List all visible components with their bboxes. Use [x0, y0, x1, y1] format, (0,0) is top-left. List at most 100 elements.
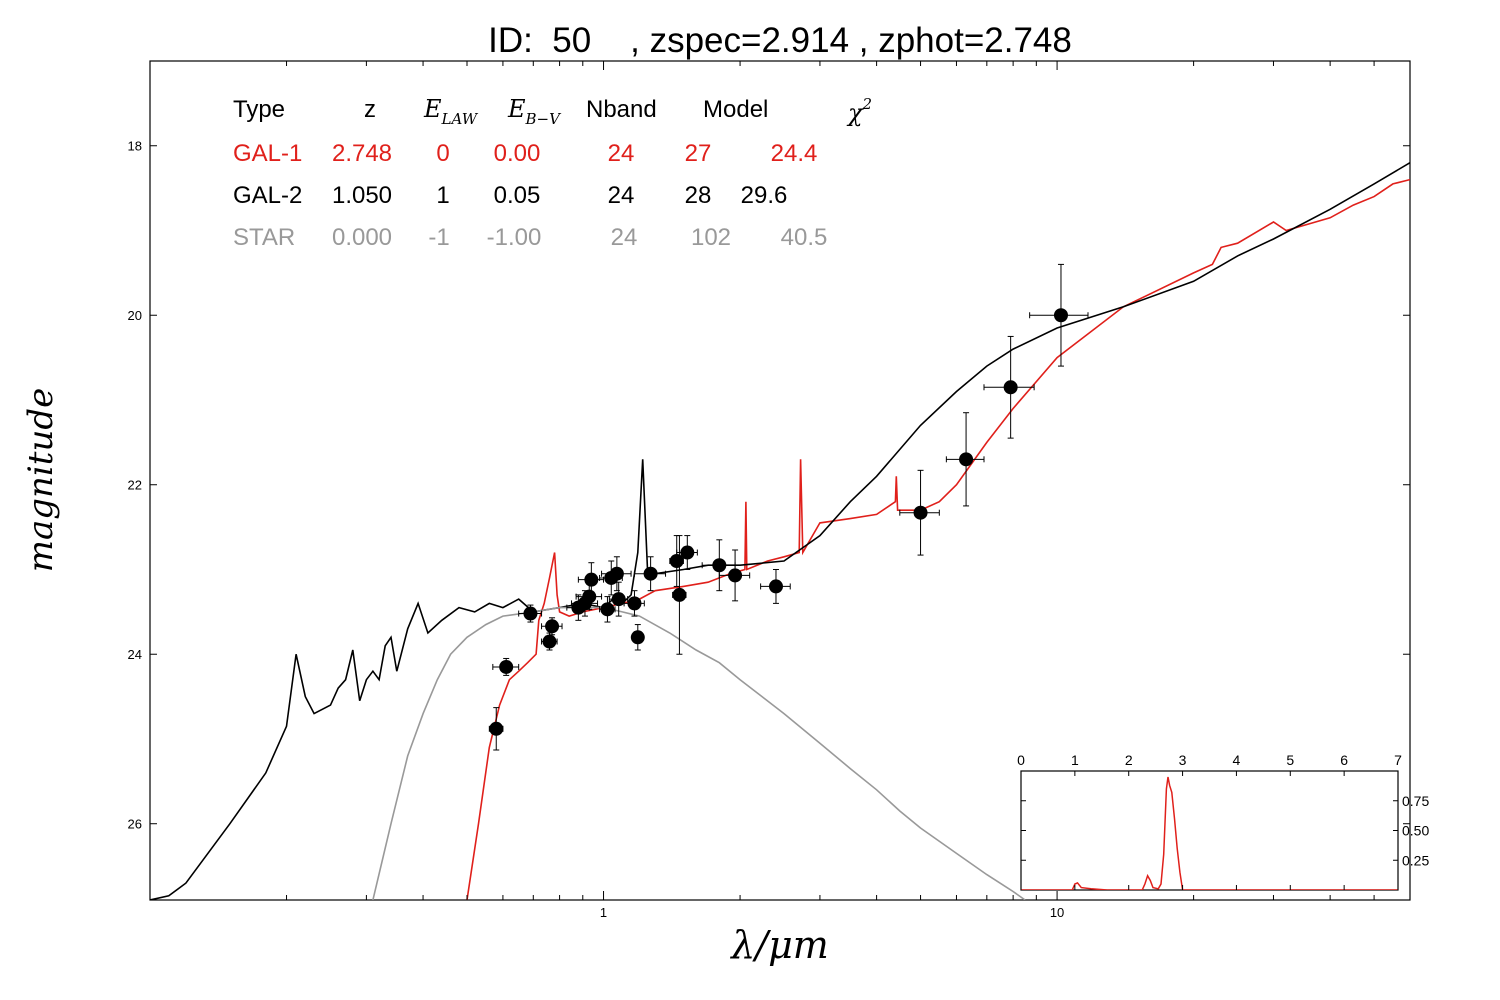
y-axis-label: magnitude: [21, 388, 61, 573]
observation-point: [672, 535, 687, 655]
inset-x-tick-label: 0: [1017, 752, 1025, 768]
legend-header-z: z: [364, 96, 376, 123]
observations-group: [488, 263, 1089, 751]
observation-point: [623, 590, 645, 617]
inset-x-tick-label: 1: [1071, 752, 1079, 768]
observation-point: [701, 539, 736, 592]
data-point: [643, 566, 658, 581]
legend-cell: 24: [608, 140, 635, 167]
legend-cell: 0.00: [494, 140, 541, 167]
legend-header-model: Model: [703, 96, 768, 123]
data-point: [913, 505, 928, 520]
data-point: [672, 587, 687, 602]
legend-cell: 1: [436, 182, 449, 209]
series-line-star: [372, 606, 1026, 900]
legend-cell: 27: [685, 140, 712, 167]
legend-cell: 28: [685, 182, 712, 209]
inset-x-tick-label: 7: [1394, 752, 1402, 768]
data-point: [669, 554, 684, 569]
observation-point: [601, 556, 632, 592]
legend-cell: 24: [608, 182, 635, 209]
data-point: [545, 619, 560, 634]
inset-x-tick-label: 3: [1179, 752, 1187, 768]
legend-cell: 29.6: [741, 182, 788, 209]
legend-cell: 0: [436, 140, 449, 167]
x-tick-label: 1: [600, 905, 607, 920]
pz-line: [1021, 776, 1398, 890]
legend-cell: 40.5: [781, 224, 828, 251]
legend-cell: 1.050: [332, 182, 392, 209]
inset-y-tick-label: 0.75: [1402, 793, 1429, 809]
inset-plot-area: [1020, 770, 1399, 891]
observation-point: [1029, 263, 1089, 367]
data-point: [959, 452, 974, 467]
observation-point: [488, 707, 504, 751]
legend-cell: -1.00: [487, 224, 542, 251]
data-point: [489, 721, 504, 736]
observation-point: [541, 632, 558, 651]
data-point: [611, 592, 626, 607]
observation-point: [633, 556, 667, 592]
series-line-gal-1: [466, 178, 1410, 900]
data-point: [584, 572, 599, 587]
legend-cell: -1: [428, 224, 449, 251]
legend-table: Type z ELAW EB−V Nband Model χ2 GAL-1 2.7…: [233, 95, 872, 251]
y-tick-label: 18: [128, 139, 142, 154]
data-point: [680, 545, 695, 560]
legend-header-type: Type: [233, 96, 285, 123]
y-tick-label: 20: [128, 308, 142, 323]
data-point: [627, 596, 642, 611]
legend-header-nband: Nband: [586, 96, 657, 123]
legend-header-chi2: χ2: [846, 95, 872, 127]
observation-point: [676, 535, 698, 570]
legend-cell: 24.4: [771, 140, 818, 167]
data-point: [1003, 380, 1018, 395]
data-point: [768, 579, 783, 594]
observation-point: [541, 617, 563, 636]
inset-axes-ticks: 0 1 2 3 4 5 6 7 0.25 0.50 0.75: [1017, 752, 1429, 890]
chart-title: ID: 50 , zspec=2.914 , zphot=2.748: [488, 21, 1072, 60]
data-point: [630, 630, 645, 645]
inset-x-tick-label: 2: [1125, 752, 1133, 768]
y-tick-label: 24: [128, 647, 142, 662]
x-tick-label: 10: [1050, 905, 1064, 920]
legend-cell: 102: [691, 224, 731, 251]
legend-cell: GAL-1: [233, 140, 302, 167]
legend-cell: 24: [611, 224, 638, 251]
legend-cell: 2.748: [332, 140, 392, 167]
legend-rows: GAL-1 2.748 0 0.00 24 27 24.4 GAL-2 1.050 1 0.05 24…: [233, 140, 827, 251]
observation-point: [630, 624, 645, 651]
legend-cell: 0.000: [332, 224, 392, 251]
inset-series-group: [1021, 776, 1398, 890]
y-tick-label: 26: [128, 817, 142, 832]
data-point: [523, 606, 538, 621]
observation-point: [608, 581, 629, 617]
legend-cell: STAR: [233, 224, 295, 251]
data-point: [712, 558, 727, 573]
data-point: [609, 566, 624, 581]
data-point: [1053, 308, 1068, 323]
observation-point: [518, 604, 543, 623]
legend-cell: 0.05: [494, 182, 541, 209]
inset-y-tick-label: 0.50: [1402, 823, 1429, 839]
observation-point: [760, 568, 791, 604]
inset-x-tick-label: 6: [1340, 752, 1348, 768]
inset-x-tick-label: 5: [1286, 752, 1294, 768]
data-point: [728, 568, 743, 583]
plot-area: [149, 60, 1411, 901]
observation-point: [669, 535, 684, 587]
observation-point: [492, 657, 520, 676]
y-tick-label: 22: [128, 478, 142, 493]
legend-cell: GAL-2: [233, 182, 302, 209]
observation-point: [945, 412, 985, 507]
observation-point: [983, 335, 1035, 439]
inset-x-tick-label: 4: [1233, 752, 1241, 768]
data-point: [542, 634, 557, 649]
x-axis-label: λ/μm: [729, 923, 829, 967]
observation-point: [718, 549, 751, 602]
data-point: [600, 602, 615, 617]
observation-point: [599, 596, 616, 623]
inset-y-tick-label: 0.25: [1402, 852, 1429, 868]
